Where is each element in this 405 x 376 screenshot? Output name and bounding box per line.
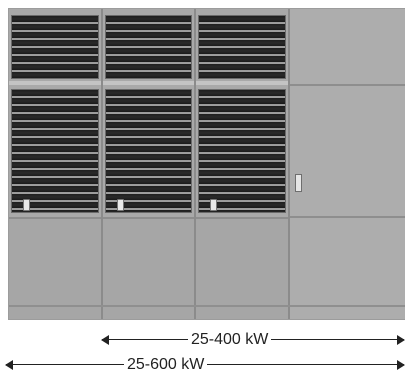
ups-cabinet: [8, 8, 405, 320]
dimension-label: 25-600 kW: [124, 355, 208, 375]
fan-grille-main: [105, 89, 192, 213]
module-lower-panel: [103, 217, 194, 319]
fan-grille-top: [11, 15, 99, 79]
power-module-3: [196, 9, 290, 319]
module-divider: [103, 81, 194, 85]
fan-grille-main: [11, 89, 99, 213]
module-handle[interactable]: [23, 199, 30, 211]
module-lower-panel: [9, 217, 101, 319]
fan-grille-main: [198, 89, 286, 213]
fan-grille-top: [105, 15, 192, 79]
module-divider: [196, 81, 288, 85]
dimension-600kw: 25-600 kW: [5, 355, 405, 375]
module-divider: [9, 81, 101, 85]
side-panel: [290, 9, 405, 319]
module-lower-panel: [196, 217, 288, 319]
dimension-label: 25-400 kW: [188, 330, 272, 350]
side-panel-door: [290, 86, 405, 218]
dimension-400kw: 25-400 kW: [101, 330, 405, 350]
module-handle[interactable]: [210, 199, 217, 211]
power-module-1: [9, 9, 103, 319]
side-panel-top: [290, 9, 405, 86]
arrow-right-icon: [397, 360, 405, 370]
door-latch[interactable]: [295, 174, 302, 192]
cabinet-base-line: [9, 305, 405, 307]
arrow-left-icon: [101, 335, 109, 345]
module-handle[interactable]: [117, 199, 124, 211]
power-module-2: [103, 9, 196, 319]
arrow-left-icon: [5, 360, 13, 370]
fan-grille-top: [198, 15, 286, 79]
arrow-right-icon: [397, 335, 405, 345]
